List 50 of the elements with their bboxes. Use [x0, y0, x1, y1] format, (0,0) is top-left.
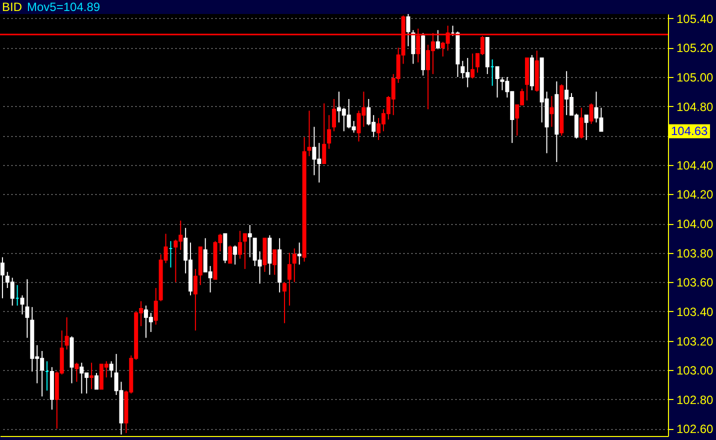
- y-tick-label: 102.80: [676, 392, 714, 407]
- y-tick-label: 105.40: [676, 12, 714, 26]
- candlestick: [242, 233, 247, 270]
- candlestick: [74, 362, 79, 382]
- candlestick: [228, 245, 232, 264]
- candlestick: [233, 245, 238, 266]
- candlestick: [94, 372, 98, 390]
- candlestick: [292, 248, 296, 283]
- y-tick-label: 104.80: [676, 100, 714, 114]
- candlestick: [20, 294, 24, 315]
- candlestick: [238, 230, 242, 260]
- y-tick-label: 105.20: [676, 41, 714, 56]
- candlestick: [248, 224, 252, 258]
- candlestick: [307, 110, 312, 157]
- candlestick: [436, 30, 440, 50]
- candlestick: [272, 249, 277, 276]
- text: 104.63: [671, 124, 708, 138]
- candlestick: [327, 114, 332, 150]
- candlestick: [550, 96, 554, 128]
- candlestick: [406, 14, 410, 47]
- y-tick-label: 103.20: [676, 334, 714, 348]
- candlestick: [579, 107, 584, 140]
- candlestick: [322, 102, 326, 164]
- y-tick-label: 103.60: [676, 276, 714, 290]
- y-tick-label: 104.40: [676, 158, 714, 172]
- candlestick: [470, 53, 475, 79]
- chart-title: BID: [2, 0, 22, 14]
- y-tick-label: 102.60: [676, 422, 714, 436]
- candlestick: [193, 268, 198, 331]
- chart-subtitle: Mov5=104.89: [27, 0, 100, 14]
- candlestick: [90, 362, 94, 390]
- candlestick: [109, 360, 114, 378]
- candlestick: [64, 316, 69, 350]
- candlestick: [584, 114, 588, 141]
- candlestick: [495, 66, 500, 98]
- y-tick-label: 105.00: [676, 70, 714, 85]
- candlestick: [287, 252, 292, 306]
- candlestick: [25, 278, 30, 338]
- candlestick: [154, 288, 158, 326]
- candlestick: [297, 242, 302, 266]
- candlestick: [589, 102, 594, 124]
- candlestick: [332, 98, 336, 132]
- y-tick-label: 104.00: [676, 217, 714, 232]
- y-tick-label: 103.80: [676, 246, 714, 260]
- candlestick: [282, 282, 287, 324]
- y-tick-label: 103.40: [676, 304, 714, 319]
- candlestick: [0, 256, 4, 299]
- y-tick-label: 103.00: [676, 364, 714, 378]
- y-tick-label: 104.20: [676, 188, 714, 202]
- candlestick: [411, 30, 416, 64]
